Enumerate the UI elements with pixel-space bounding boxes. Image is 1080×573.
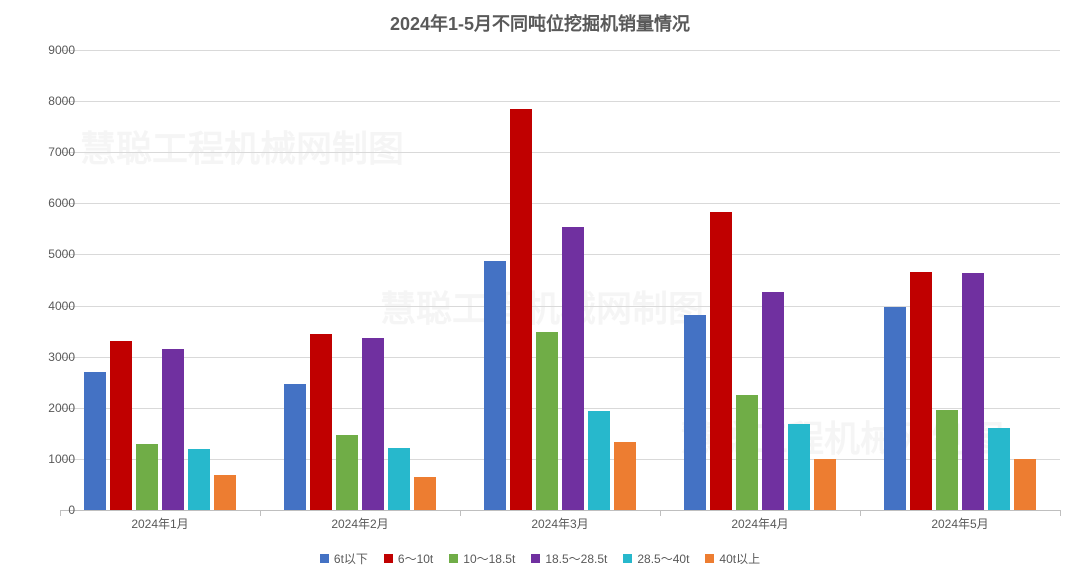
bar <box>510 109 532 510</box>
bar <box>814 459 836 510</box>
bar <box>562 227 584 510</box>
legend-swatch <box>531 554 540 563</box>
y-axis-label: 9000 <box>25 43 75 57</box>
bar <box>884 307 906 510</box>
bar <box>310 334 332 510</box>
legend-label: 28.5～40t <box>637 552 689 566</box>
bar <box>736 395 758 510</box>
bar <box>284 384 306 510</box>
bar <box>762 292 784 510</box>
y-axis-label: 0 <box>25 503 75 517</box>
y-axis-label: 3000 <box>25 350 75 364</box>
gridline <box>60 152 1060 153</box>
bar <box>162 349 184 510</box>
bar <box>110 341 132 510</box>
x-axis-tick <box>1060 510 1061 516</box>
bar <box>684 315 706 510</box>
legend-item: 28.5～40t <box>623 550 689 567</box>
x-axis-label: 2024年2月 <box>331 515 388 532</box>
bar <box>988 428 1010 510</box>
y-axis-label: 5000 <box>25 247 75 261</box>
bar <box>336 435 358 510</box>
x-axis-tick <box>260 510 261 516</box>
bar <box>414 477 436 510</box>
bar <box>936 410 958 510</box>
gridline <box>60 50 1060 51</box>
y-axis-label: 4000 <box>25 299 75 313</box>
watermark-1: 慧聪工程机械网制图 <box>80 120 404 172</box>
gridline <box>60 101 1060 102</box>
legend-swatch <box>384 554 393 563</box>
bar <box>710 212 732 510</box>
y-axis-label: 8000 <box>25 94 75 108</box>
legend-item: 6～10t <box>384 550 433 567</box>
bar <box>536 332 558 510</box>
bar <box>188 449 210 510</box>
y-axis-label: 2000 <box>25 401 75 415</box>
legend-item: 10～18.5t <box>449 550 515 567</box>
legend-swatch <box>705 554 714 563</box>
x-axis-label: 2024年1月 <box>131 515 188 532</box>
x-axis-label: 2024年3月 <box>531 515 588 532</box>
gridline <box>60 203 1060 204</box>
bar <box>962 273 984 510</box>
bar <box>84 372 106 510</box>
x-axis-tick <box>860 510 861 516</box>
bar <box>388 448 410 510</box>
legend-swatch <box>623 554 632 563</box>
y-axis-label: 1000 <box>25 452 75 466</box>
bar <box>214 475 236 510</box>
plot-area: 慧聪工程机械网制图 慧聪工程机械网制图 慧聪工程机械网制图 2024年1月202… <box>60 50 1060 511</box>
gridline <box>60 254 1060 255</box>
chart-container: 2024年1-5月不同吨位挖掘机销量情况 慧聪工程机械网制图 慧聪工程机械网制图… <box>0 0 1080 573</box>
legend-label: 40t以上 <box>719 552 760 566</box>
bar <box>1014 459 1036 510</box>
x-axis-tick <box>460 510 461 516</box>
bar <box>588 411 610 510</box>
legend-label: 10～18.5t <box>463 552 515 566</box>
legend-item: 40t以上 <box>705 550 760 567</box>
y-axis-label: 7000 <box>25 145 75 159</box>
legend-swatch <box>449 554 458 563</box>
x-axis-tick <box>660 510 661 516</box>
legend-label: 6～10t <box>398 552 433 566</box>
bar <box>484 261 506 510</box>
bar <box>136 444 158 510</box>
chart-title: 2024年1-5月不同吨位挖掘机销量情况 <box>0 10 1080 36</box>
y-axis-label: 6000 <box>25 196 75 210</box>
bar <box>910 272 932 510</box>
legend-swatch <box>320 554 329 563</box>
legend-item: 6t以下 <box>320 550 368 567</box>
legend-label: 18.5～28.5t <box>545 552 607 566</box>
legend-label: 6t以下 <box>334 552 368 566</box>
x-axis-label: 2024年5月 <box>931 515 988 532</box>
legend: 6t以下 6～10t 10～18.5t 18.5～28.5t 28.5～40t 40t以上 <box>0 550 1080 567</box>
x-axis-label: 2024年4月 <box>731 515 788 532</box>
bar <box>362 338 384 510</box>
bar <box>614 442 636 510</box>
legend-item: 18.5～28.5t <box>531 550 607 567</box>
bar <box>788 424 810 510</box>
